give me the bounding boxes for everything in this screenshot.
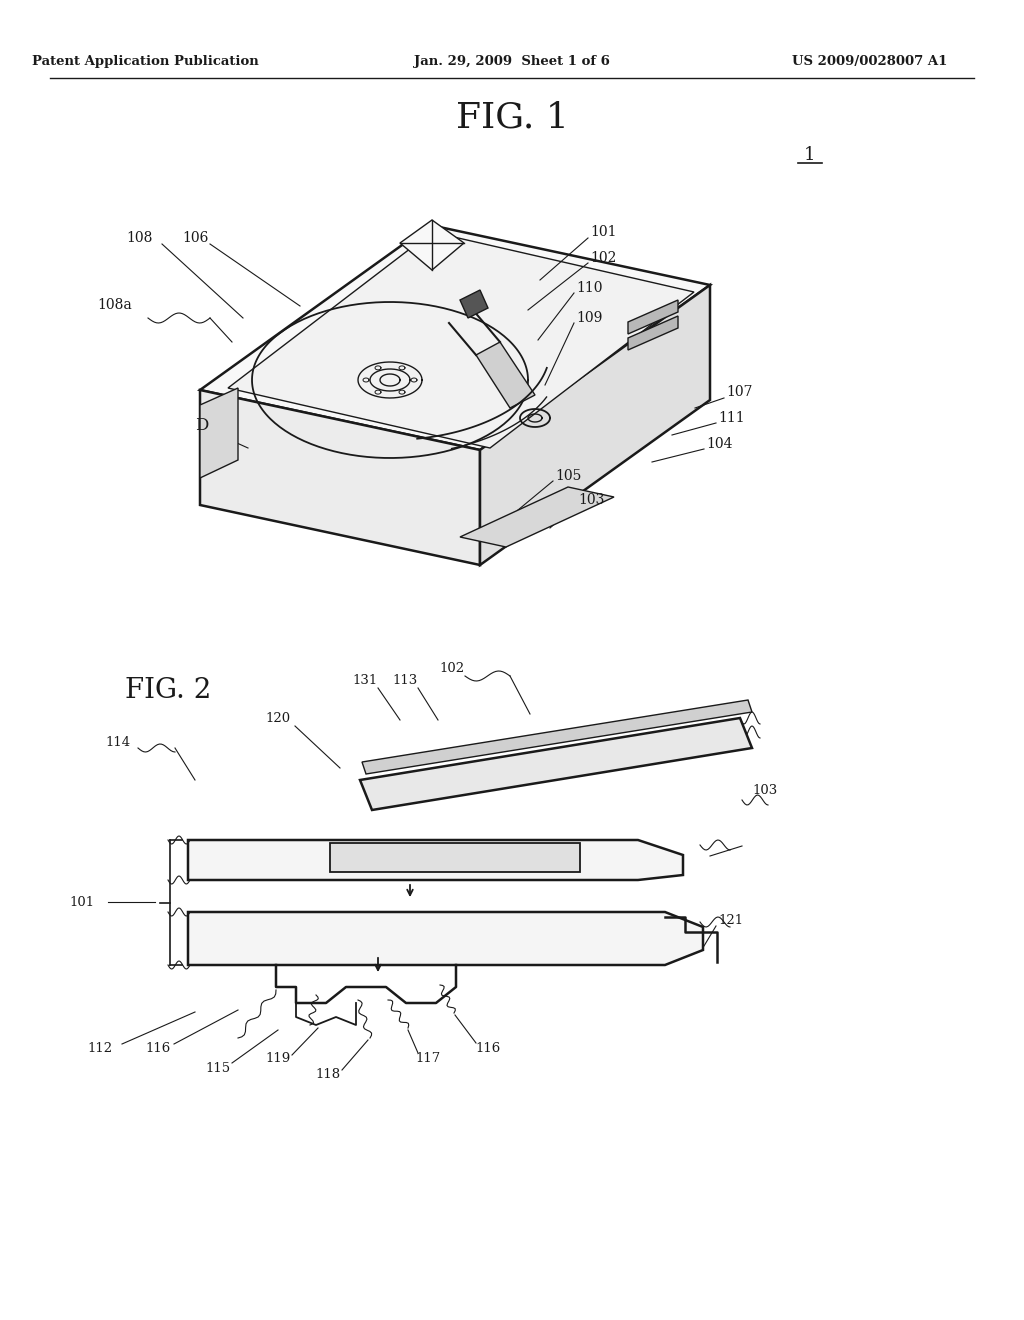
Polygon shape [228, 232, 694, 447]
Text: 114: 114 [105, 735, 131, 748]
Polygon shape [200, 388, 238, 478]
Polygon shape [200, 224, 710, 450]
Text: 110: 110 [575, 281, 602, 294]
Text: 121: 121 [718, 913, 743, 927]
Text: 117: 117 [416, 1052, 440, 1064]
Text: 131: 131 [352, 673, 378, 686]
Text: 103: 103 [752, 784, 777, 796]
Polygon shape [476, 342, 535, 408]
Text: 1: 1 [804, 147, 816, 164]
Polygon shape [360, 718, 752, 810]
Polygon shape [628, 300, 678, 334]
Text: Patent Application Publication: Patent Application Publication [32, 55, 258, 69]
Text: 116: 116 [475, 1041, 501, 1055]
Polygon shape [460, 487, 614, 546]
Text: 102: 102 [439, 661, 465, 675]
Text: 101: 101 [590, 224, 616, 239]
Polygon shape [188, 840, 683, 880]
Text: 108: 108 [127, 231, 154, 246]
Text: FIG. 2: FIG. 2 [125, 676, 211, 704]
Text: 115: 115 [206, 1061, 230, 1074]
Text: 108a: 108a [97, 298, 132, 312]
Text: 101: 101 [70, 895, 94, 908]
Text: D: D [195, 417, 208, 433]
Text: 106: 106 [183, 231, 209, 246]
Text: 102: 102 [590, 251, 616, 265]
Text: 111: 111 [718, 411, 744, 425]
Polygon shape [628, 315, 678, 350]
Text: 116: 116 [145, 1041, 171, 1055]
Polygon shape [200, 389, 480, 565]
Text: 118: 118 [315, 1068, 341, 1081]
Text: 113: 113 [392, 673, 418, 686]
Text: 112: 112 [87, 1041, 113, 1055]
Polygon shape [460, 290, 488, 318]
Text: 119: 119 [265, 1052, 291, 1064]
Polygon shape [188, 912, 703, 965]
Text: Jan. 29, 2009  Sheet 1 of 6: Jan. 29, 2009 Sheet 1 of 6 [414, 55, 610, 69]
Polygon shape [480, 285, 710, 565]
Text: 107: 107 [726, 385, 753, 399]
Text: FIG. 1: FIG. 1 [456, 102, 568, 135]
Text: 120: 120 [265, 711, 291, 725]
Text: 105: 105 [555, 469, 582, 483]
Text: 103: 103 [578, 492, 604, 507]
Text: 109: 109 [575, 312, 602, 325]
Text: US 2009/0028007 A1: US 2009/0028007 A1 [793, 55, 947, 69]
Polygon shape [330, 843, 580, 873]
Polygon shape [400, 220, 464, 271]
Polygon shape [362, 700, 752, 774]
Text: 104: 104 [706, 437, 732, 451]
